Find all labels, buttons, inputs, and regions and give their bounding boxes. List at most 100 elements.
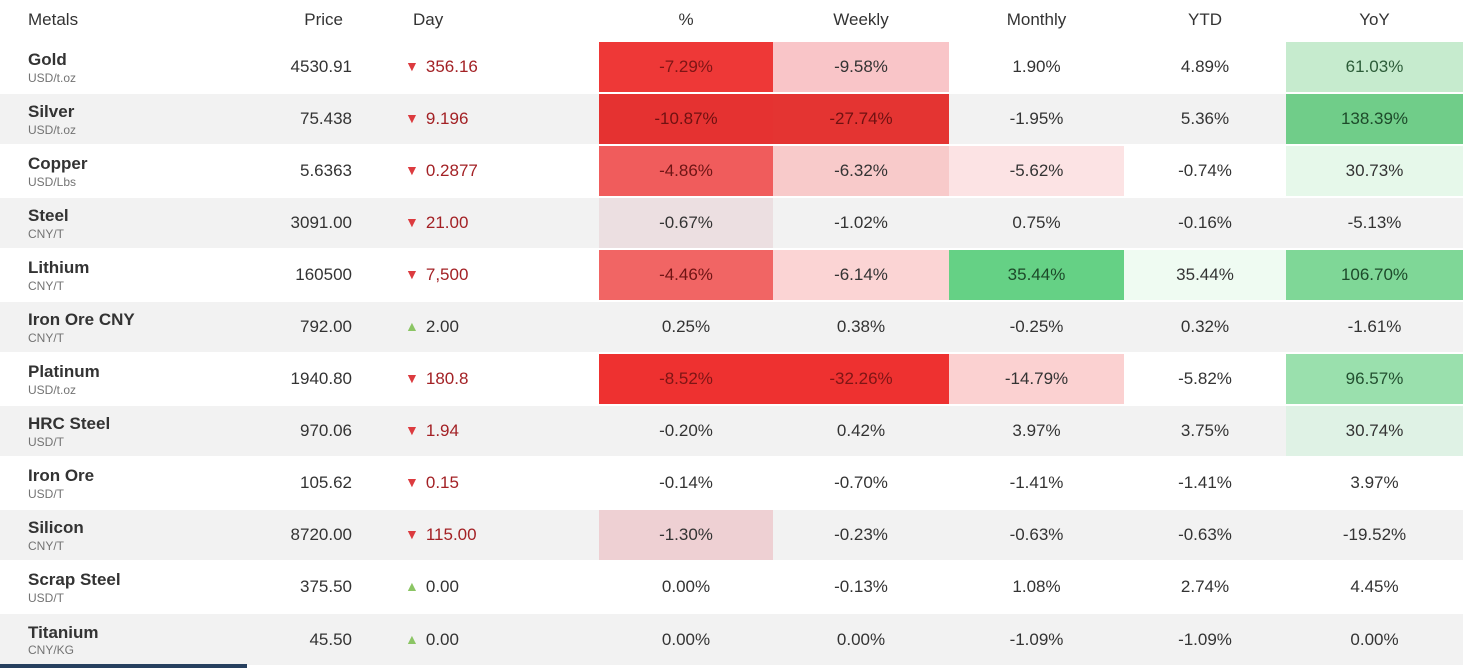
day-change-value: 0.15 xyxy=(425,473,459,492)
column-header-price[interactable]: Price xyxy=(250,0,352,42)
down-arrow-icon: ▼ xyxy=(405,162,419,178)
pct-change-cell: -4.46% xyxy=(599,248,773,301)
day-change-cell: ▼ 115.00 xyxy=(352,508,599,561)
price-cell: 8720.00 xyxy=(250,508,352,561)
metal-name-link[interactable]: Platinum xyxy=(28,362,100,382)
metal-unit: CNY/T xyxy=(28,538,64,553)
day-change-value: 0.00 xyxy=(425,577,459,596)
column-header-metal[interactable]: Metals xyxy=(0,0,250,42)
price-cell: 160500 xyxy=(250,248,352,301)
monthly-change-cell: -1.95% xyxy=(949,92,1124,145)
metal-cell: Lithium CNY/T xyxy=(0,248,250,301)
metal-cell: Steel CNY/T xyxy=(0,196,250,249)
metal-cell: Silicon CNY/T xyxy=(0,508,250,561)
price-cell: 105.62 xyxy=(250,456,352,509)
column-header-day[interactable]: Day xyxy=(352,0,599,42)
monthly-change-cell: 0.75% xyxy=(949,196,1124,249)
pct-change-cell: -0.67% xyxy=(599,196,773,249)
metal-name-link[interactable]: Steel xyxy=(28,206,69,226)
up-arrow-icon: ▲ xyxy=(405,318,419,334)
metal-cell: Gold USD/t.oz xyxy=(0,40,250,93)
table-row: Iron Ore CNY CNY/T 792.00 ▲ 2.00 0.25% 0.38% -0… xyxy=(0,300,1463,353)
yoy-change-cell: 106.70% xyxy=(1286,248,1463,301)
price-cell: 4530.91 xyxy=(250,40,352,93)
ytd-change-cell: 3.75% xyxy=(1124,404,1286,457)
day-change-value: 9.196 xyxy=(425,109,469,128)
pct-change-cell: -10.87% xyxy=(599,92,773,145)
metal-cell: Platinum USD/t.oz xyxy=(0,352,250,405)
yoy-change-cell: 96.57% xyxy=(1286,352,1463,405)
ytd-change-cell: 4.89% xyxy=(1124,40,1286,93)
yoy-change-cell: 61.03% xyxy=(1286,40,1463,93)
metal-unit: USD/Lbs xyxy=(28,174,77,189)
metal-name-link[interactable]: Silicon xyxy=(28,518,84,538)
metal-name-link[interactable]: Lithium xyxy=(28,258,90,278)
metal-name-link[interactable]: Copper xyxy=(28,154,88,174)
table-row: Iron Ore USD/T 105.62 ▼ 0.15 -0.14% -0.70% -1.4… xyxy=(0,456,1463,509)
table-row: HRC Steel USD/T 970.06 ▼ 1.94 -0.20% 0.42% 3.97… xyxy=(0,404,1463,457)
metal-cell: Iron Ore USD/T xyxy=(0,456,250,509)
yoy-change-cell: 4.45% xyxy=(1286,560,1463,613)
down-arrow-icon: ▼ xyxy=(405,214,419,230)
yoy-change-cell: 30.73% xyxy=(1286,144,1463,197)
table-header: Metals Price Day% Weekly Monthly YTD YoY xyxy=(0,0,1463,42)
metal-cell: Iron Ore CNY CNY/T xyxy=(0,300,250,353)
day-change-value: 1.94 xyxy=(425,421,459,440)
metal-name-link[interactable]: Iron Ore CNY xyxy=(28,310,135,330)
metal-cell: Silver USD/t.oz xyxy=(0,92,250,145)
yoy-change-cell: -5.13% xyxy=(1286,196,1463,249)
price-cell: 45.50 xyxy=(250,612,352,665)
ytd-change-cell: 2.74% xyxy=(1124,560,1286,613)
down-arrow-icon: ▼ xyxy=(405,422,419,438)
day-change-cell: ▲ 0.00 xyxy=(352,612,599,665)
down-arrow-icon: ▼ xyxy=(405,110,419,126)
down-arrow-icon: ▼ xyxy=(405,526,419,542)
column-header-yoy[interactable]: YoY xyxy=(1286,0,1463,42)
price-cell: 792.00 xyxy=(250,300,352,353)
monthly-change-cell: -0.25% xyxy=(949,300,1124,353)
monthly-change-cell: -1.09% xyxy=(949,612,1124,665)
day-change-cell: ▼ 0.15 xyxy=(352,456,599,509)
column-header-ytd[interactable]: YTD xyxy=(1124,0,1286,42)
table-row: Lithium CNY/T 160500 ▼ 7,500 -4.46% -6.14% 35.4… xyxy=(0,248,1463,301)
metal-name-link[interactable]: Silver xyxy=(28,102,75,122)
ytd-change-cell: -1.41% xyxy=(1124,456,1286,509)
weekly-change-cell: -9.58% xyxy=(773,40,949,93)
metal-unit: USD/T xyxy=(28,434,64,449)
table-body: Gold USD/t.oz 4530.91 ▼ 356.16 -7.29% -9.58% 1.… xyxy=(0,40,1463,665)
weekly-change-cell: 0.42% xyxy=(773,404,949,457)
monthly-change-cell: 1.90% xyxy=(949,40,1124,93)
table-row: Scrap Steel USD/T 375.50 ▲ 0.00 0.00% -0.13% 1.… xyxy=(0,560,1463,613)
ytd-change-cell: -5.82% xyxy=(1124,352,1286,405)
column-header-weekly[interactable]: Weekly xyxy=(773,0,949,42)
metal-unit: CNY/T xyxy=(28,226,64,241)
metal-name-link[interactable]: HRC Steel xyxy=(28,414,111,434)
weekly-change-cell: -0.13% xyxy=(773,560,949,613)
monthly-change-cell: -1.41% xyxy=(949,456,1124,509)
day-change-cell: ▼ 1.94 xyxy=(352,404,599,457)
metal-cell: Scrap Steel USD/T xyxy=(0,560,250,613)
day-change-cell: ▲ 0.00 xyxy=(352,560,599,613)
metal-name-link[interactable]: Titanium xyxy=(28,622,99,642)
ytd-change-cell: 35.44% xyxy=(1124,248,1286,301)
down-arrow-icon: ▼ xyxy=(405,370,419,386)
weekly-change-cell: -6.32% xyxy=(773,144,949,197)
pct-change-cell: -8.52% xyxy=(599,352,773,405)
yoy-change-cell: 0.00% xyxy=(1286,612,1463,665)
monthly-change-cell: 3.97% xyxy=(949,404,1124,457)
metal-name-link[interactable]: Gold xyxy=(28,50,67,70)
price-cell: 375.50 xyxy=(250,560,352,613)
weekly-change-cell: 0.00% xyxy=(773,612,949,665)
column-header-pct[interactable]: % xyxy=(599,0,773,42)
ytd-change-cell: 0.32% xyxy=(1124,300,1286,353)
metal-name-link[interactable]: Scrap Steel xyxy=(28,570,121,590)
metal-unit: USD/T xyxy=(28,486,64,501)
ytd-change-cell: -0.16% xyxy=(1124,196,1286,249)
weekly-change-cell: 0.38% xyxy=(773,300,949,353)
metal-cell: Titanium CNY/KG xyxy=(0,612,250,665)
price-cell: 970.06 xyxy=(250,404,352,457)
column-header-monthly[interactable]: Monthly xyxy=(949,0,1124,42)
metal-name-link[interactable]: Iron Ore xyxy=(28,466,95,486)
price-cell: 5.6363 xyxy=(250,144,352,197)
